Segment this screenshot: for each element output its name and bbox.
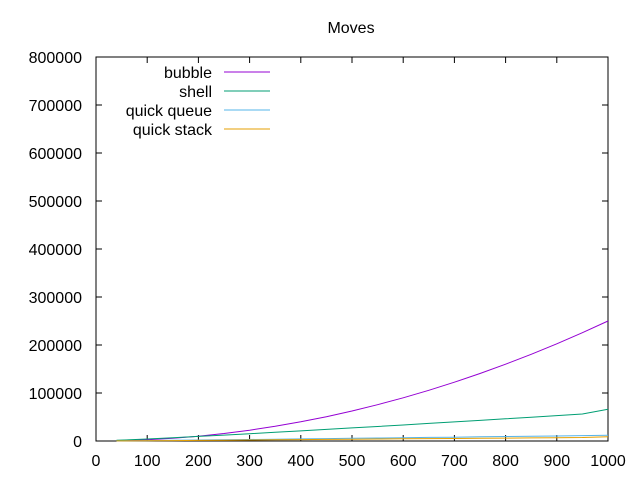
x-tick-label: 700	[441, 453, 468, 470]
x-tick-label: 800	[492, 453, 519, 470]
y-tick-label: 400000	[29, 242, 82, 259]
series-line-shell	[116, 408, 609, 441]
series-line-bubble	[116, 320, 609, 442]
legend: bubble shell quick queue quick stack	[126, 65, 270, 139]
x-tick-label: 500	[339, 453, 366, 470]
y-tick-label: 100000	[29, 386, 82, 403]
x-tick-label: 100	[134, 453, 161, 470]
y-tick-label: 300000	[29, 290, 82, 307]
y-tick-label: 0	[73, 434, 82, 451]
series-lines	[116, 320, 609, 442]
x-tick-label: 300	[236, 453, 263, 470]
y-tick-label: 600000	[29, 146, 82, 163]
series-line-quick-stack	[116, 436, 609, 442]
y-tick-label: 200000	[29, 338, 82, 355]
x-tick-label: 900	[543, 453, 570, 470]
legend-label-quick-queue: quick queue	[126, 103, 212, 120]
x-tick-label: 1000	[590, 453, 626, 470]
x-tick-label: 0	[92, 453, 101, 470]
legend-label-bubble: bubble	[164, 65, 212, 82]
axis-ticks: 0 100 200 300 400 500 600 700 800 900 1000 0 100000 2…	[29, 50, 626, 470]
chart-title: Moves	[327, 20, 374, 37]
x-tick-label: 400	[287, 453, 314, 470]
x-tick-label: 200	[185, 453, 212, 470]
y-tick-label: 700000	[29, 98, 82, 115]
y-tick-label: 800000	[29, 50, 82, 67]
y-tick-label: 500000	[29, 194, 82, 211]
legend-label-shell: shell	[179, 84, 212, 101]
legend-label-quick-stack: quick stack	[133, 122, 213, 139]
x-tick-label: 600	[390, 453, 417, 470]
